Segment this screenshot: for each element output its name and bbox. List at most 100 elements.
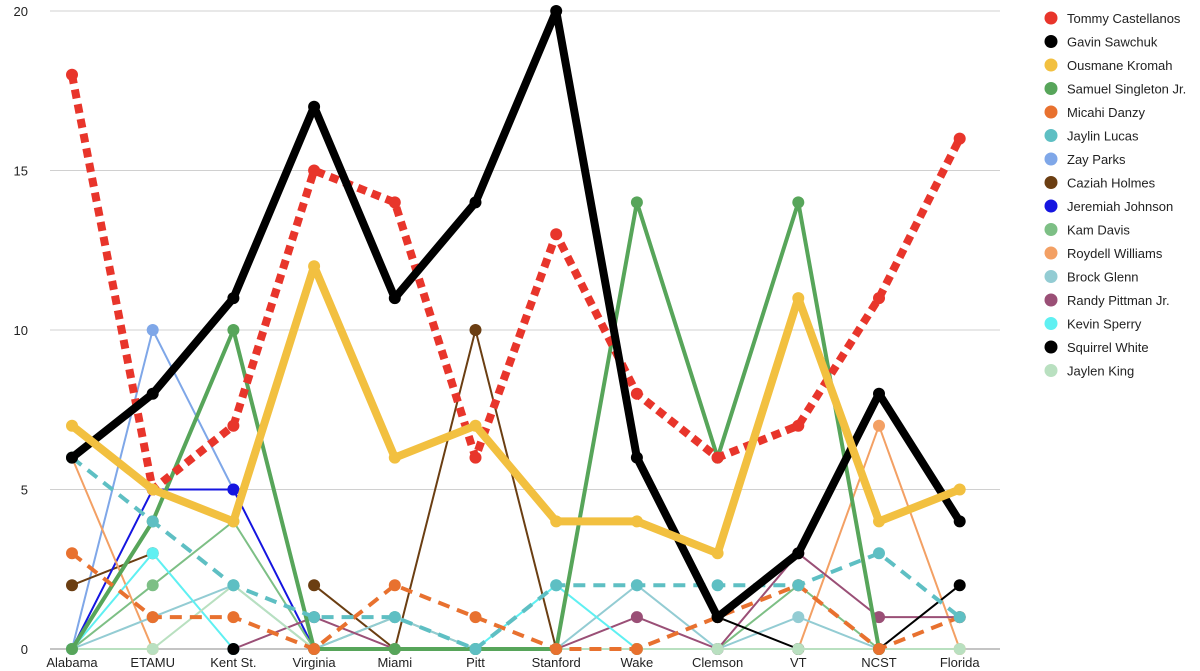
data-point [873, 515, 885, 528]
data-point [227, 419, 240, 432]
legend-label: Brock Glenn [1067, 270, 1139, 285]
data-point [873, 387, 885, 400]
legend-marker [1044, 129, 1058, 142]
y-tick-label: 15 [14, 164, 28, 179]
data-point [469, 451, 482, 464]
series-jaylin-lucas [66, 451, 966, 655]
x-tick-label: Stanford [532, 655, 581, 670]
y-tick-label: 20 [14, 4, 28, 19]
data-point [146, 483, 159, 496]
data-point [711, 579, 724, 592]
data-point [792, 292, 805, 305]
legend-label: Squirrel White [1067, 340, 1149, 355]
x-tick-label: Wake [621, 655, 654, 670]
data-point [227, 324, 240, 336]
series-ousmane-kromah [66, 260, 966, 560]
x-tick-label: Pitt [466, 655, 485, 670]
data-point [146, 611, 159, 624]
data-point [873, 547, 885, 560]
legend-label: Randy Pittman Jr. [1067, 293, 1170, 308]
legend-marker [1044, 11, 1058, 25]
legend-label: Tommy Castellanos [1067, 11, 1181, 26]
series-line [71, 488, 315, 650]
series-line [69, 7, 964, 622]
data-point [711, 451, 724, 464]
y-tick-label: 10 [14, 323, 28, 338]
x-tick-label: Virginia [293, 655, 337, 670]
data-point [630, 643, 643, 655]
series-gavin-sawchuk [66, 5, 966, 624]
legend-marker [1044, 82, 1058, 95]
y-axis-ticks: 0 5 10 15 20 [14, 4, 28, 657]
data-point [308, 643, 321, 655]
data-point [469, 611, 482, 624]
x-tick-label: Clemson [692, 655, 743, 670]
data-point [388, 643, 401, 655]
legend-label: Caziah Holmes [1067, 176, 1156, 191]
data-point [953, 643, 966, 655]
data-point [227, 579, 240, 592]
data-point [711, 547, 724, 560]
data-point [792, 547, 805, 560]
data-point [469, 324, 482, 336]
legend-marker [1044, 317, 1058, 330]
data-point [227, 643, 240, 655]
data-point [66, 579, 78, 592]
data-point [388, 451, 401, 464]
legend-label: Ousmane Kromah [1067, 58, 1173, 73]
data-point [146, 547, 159, 560]
legend-label: Roydell Williams [1067, 246, 1163, 261]
x-tick-label: NCST [861, 655, 896, 670]
x-tick-label: VT [790, 655, 807, 670]
data-point [792, 196, 805, 209]
series-line [555, 552, 960, 650]
data-point [873, 611, 885, 624]
data-point [550, 228, 563, 241]
data-point [227, 611, 240, 624]
data-point [146, 324, 159, 336]
data-point [630, 451, 643, 464]
series-micahi-danzy [66, 547, 966, 655]
data-point [146, 515, 159, 528]
data-point [953, 611, 966, 624]
legend-label: Kevin Sperry [1067, 317, 1142, 332]
data-point [550, 643, 563, 655]
data-point [792, 579, 805, 592]
legend-marker [1044, 270, 1058, 283]
series-line [70, 551, 961, 651]
legend-label: Samuel Singleton Jr. [1067, 82, 1186, 97]
data-point [308, 260, 321, 273]
data-point [308, 611, 321, 624]
legend-marker [1044, 105, 1058, 119]
data-point [66, 68, 78, 81]
legend-marker [1044, 246, 1058, 260]
data-point [550, 579, 563, 592]
legend-label: Jaylen King [1067, 364, 1134, 379]
data-point [66, 419, 78, 432]
x-tick-label: Kent St. [210, 655, 256, 670]
data-point [388, 292, 401, 305]
data-point [953, 483, 966, 496]
data-point [146, 387, 159, 400]
data-point [66, 547, 78, 560]
data-point [469, 196, 482, 209]
data-point [630, 387, 643, 400]
data-point [953, 132, 966, 145]
data-point [873, 419, 885, 432]
legend-marker [1044, 293, 1058, 307]
data-point [66, 643, 78, 655]
data-point [953, 579, 966, 592]
data-point [308, 164, 321, 177]
series-line [70, 456, 961, 651]
x-tick-label: ETAMU [130, 655, 175, 670]
data-point [953, 515, 966, 528]
legend-marker [1044, 199, 1058, 213]
legend: Tommy Castellanos Gavin Sawchuk Ousmane Kr… [1044, 11, 1186, 379]
series-line [71, 457, 154, 650]
data-point [792, 611, 805, 624]
legend-label: Kam Davis [1067, 223, 1130, 238]
legend-marker [1044, 152, 1058, 166]
legend-marker [1044, 35, 1058, 48]
data-point [469, 419, 482, 432]
x-tick-label: Florida [940, 655, 981, 670]
